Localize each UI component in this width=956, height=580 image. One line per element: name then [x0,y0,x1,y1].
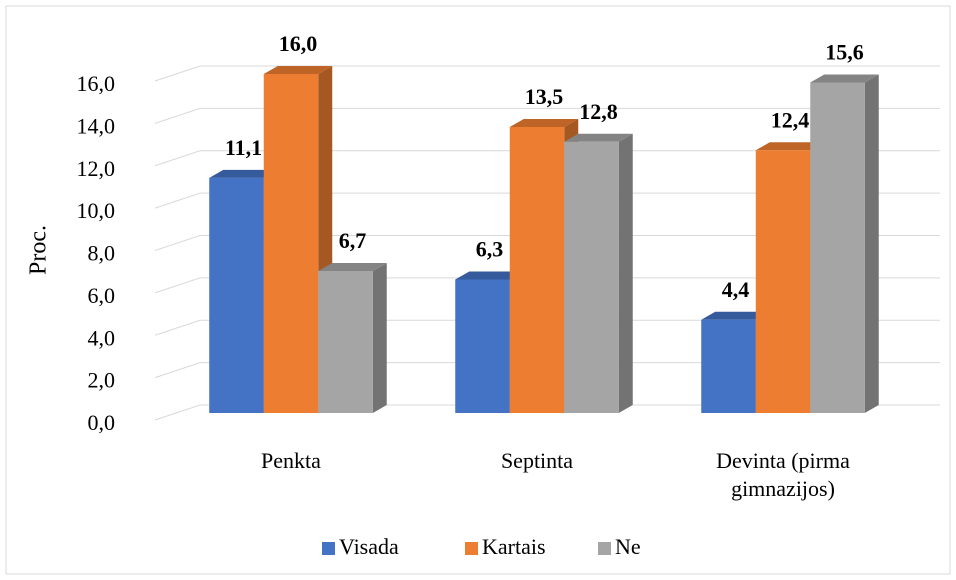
x-tick-label: Penkta [261,448,321,473]
y-tick-label: 2,0 [88,368,116,393]
bar-top [564,133,633,142]
legend-label: Kartais [482,534,546,559]
value-label: 16,0 [279,31,318,56]
grid-line [154,277,940,294]
bar [810,74,879,413]
value-label: 13,5 [525,84,564,109]
bar-top [209,169,278,178]
value-label: 12,8 [579,99,618,124]
legend-swatch [465,542,478,555]
value-label: 15,6 [825,40,864,65]
value-label: 12,4 [771,107,810,132]
y-tick-label: 12,0 [77,156,116,181]
y-tick-label: 4,0 [88,325,116,350]
bar-side [372,263,387,413]
y-tick-label: 10,0 [77,198,116,223]
grid-line [154,192,940,209]
bar-front [564,141,619,414]
bar-top [318,263,387,272]
bar-top [810,74,879,83]
grid-line [154,404,940,421]
grid-line [154,235,940,251]
bar-front [810,82,865,413]
y-axis-title: Proc. [26,225,52,275]
grid-line [154,319,940,336]
value-label: 11,1 [225,135,262,160]
bar-top [263,66,333,74]
grid-line [154,107,940,124]
legend-label: Visada [339,534,399,559]
grid-line [154,65,940,82]
bar-top [755,142,825,151]
bar-side [618,133,633,414]
bar-front [755,150,811,413]
bar-side [864,74,879,413]
bar-front [455,279,510,413]
y-tick-label: 6,0 [88,283,116,308]
bar-front [209,177,264,413]
x-tick-label: Septinta [500,448,574,473]
value-label: 4,4 [722,277,750,302]
bar-front [318,271,373,413]
bar [318,263,387,413]
grid-line [154,150,940,167]
value-label: 6,3 [476,237,504,262]
bar-top [509,118,579,127]
x-tick-label: Devinta (pirma gimnazijos) [716,448,850,501]
y-tick-label: 8,0 [88,241,116,266]
y-tick-label: 16,0 [77,71,116,96]
bar-front [263,74,319,413]
legend-swatch [322,542,335,555]
value-label: 6,7 [339,228,367,253]
bar-top [701,311,770,320]
bar-front [509,126,565,413]
bar [564,133,633,414]
bar-front [701,319,756,413]
legend-swatch [598,542,611,555]
y-tick-label: 0,0 [88,410,116,435]
legend-label: Ne [615,534,641,559]
grid-line [154,362,940,379]
y-tick-label: 14,0 [77,113,116,138]
bar-top [455,271,524,280]
